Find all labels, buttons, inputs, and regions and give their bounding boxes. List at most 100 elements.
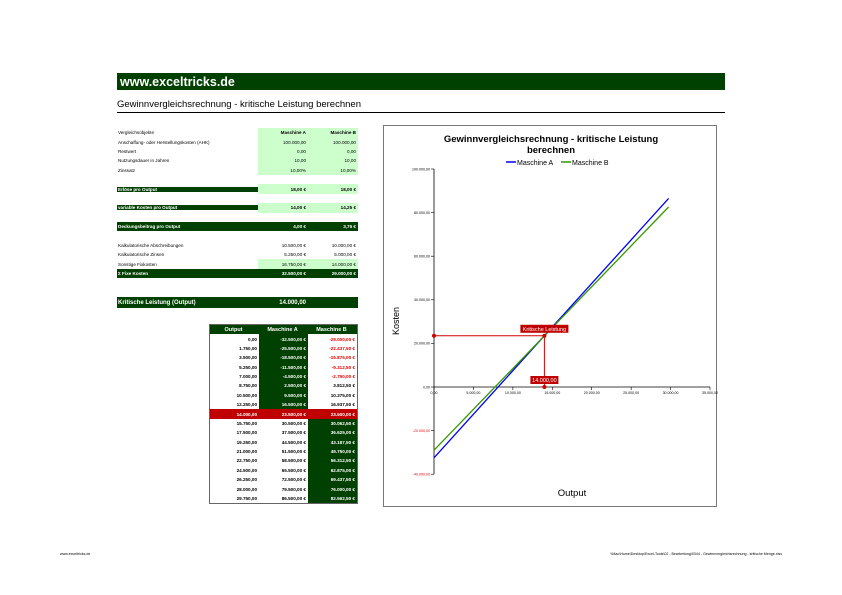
y-tick-label: 0,00 [423, 385, 430, 389]
table-cell: 3.812,50 € [333, 383, 355, 389]
page-title: Gewinnvergleichsrechnung - kritische Lei… [117, 99, 725, 113]
legend-label: Maschine A [517, 160, 554, 167]
cell: Restwert [118, 148, 137, 154]
cell: Maschine B [308, 128, 358, 138]
cell[interactable]: 100.000,00 [258, 137, 308, 147]
cell[interactable]: 16.750,00 € [258, 259, 308, 269]
y-tick-label: 60.000,00 [414, 255, 430, 259]
table-row: 26.250,00 72.500,00 €69.437,50 € [210, 475, 357, 485]
table-cell: -9.312,50 € [331, 364, 355, 370]
cell: Anschaffung- oder Herstellungskosten (AH… [118, 139, 210, 145]
table-cell: 10.375,00 € [330, 392, 355, 398]
table-cell: 0,00 [248, 336, 257, 342]
y-tick-label: 20.000,00 [414, 342, 430, 346]
table-cell: 43.187,50 € [308, 437, 357, 447]
crit-marker [432, 333, 436, 338]
table-cell: 79.500,00 € [281, 486, 306, 492]
x-tick-label: 5.000,00 [466, 391, 480, 395]
cell[interactable]: 0,00 [308, 146, 358, 157]
col-header: Maschine B [308, 325, 357, 335]
x-tick-label: 30.000,00 [663, 391, 679, 395]
table-row: 17.500,00 37.500,00 €36.625,00 € [210, 428, 357, 438]
table-row: 5.250,00 -11.500,00 € -9.312,50 € [210, 362, 357, 372]
table-row: 24.500,00 65.500,00 €62.875,00 € [210, 465, 357, 475]
y-tick-label: 80.000,00 [414, 211, 430, 215]
cell[interactable]: 100.000,00 [308, 137, 358, 147]
table-row: 29.750,00 86.500,00 €82.562,50 € [210, 493, 357, 504]
x-tick-label: 10.000,00 [505, 391, 521, 395]
table-cell: 37.500,00 € [281, 430, 306, 436]
kritische-leistung-value: 14.000,00 [279, 299, 306, 306]
y-tick-label: 100.000,00 [412, 167, 430, 171]
cell: Σ Fixe Kosten [118, 271, 149, 277]
table-cell: 69.437,50 € [308, 475, 357, 485]
table-cell: 28.000,00 [236, 486, 257, 492]
cell: Zinssatz [118, 167, 136, 173]
cell[interactable]: 10,00 [308, 156, 358, 166]
table-cell: 72.500,00 € [281, 477, 306, 483]
table-row: 22.750,00 58.500,00 €56.312,50 € [210, 456, 357, 466]
cell: 32.500,00 € [281, 271, 306, 277]
cell: 4,00 € [293, 224, 306, 230]
cell: 10.500,00 € [281, 242, 306, 248]
cell: Kalkulatorische Zinsen [118, 252, 165, 258]
cell[interactable]: 14,00 € [258, 203, 308, 213]
cell: Maschine A [258, 128, 308, 138]
table-row: 3.500,00 -18.500,00 € -15.875,00 € [210, 353, 357, 363]
table-cell: -32.500,00 € [259, 334, 308, 344]
y-tick-label: -20.000,00 [413, 429, 430, 433]
footer-right: \\Mac\Home\Desktop\Excel-Tools\02 - Bear… [610, 552, 782, 556]
table-row: 1.750,00 -25.500,00 € -22.437,50 € [210, 343, 357, 354]
input-table: Vergleichsobjekte Maschine A Maschine B An… [117, 128, 358, 309]
table-row: 28.000,00 79.500,00 €76.000,00 € [210, 484, 357, 494]
table-cell: 19.250,00 [236, 439, 257, 445]
cell[interactable]: 10,00% [258, 165, 308, 175]
col-header: Output [210, 325, 259, 335]
table-cell: 5.250,00 [239, 364, 257, 370]
table-cell: 7.000,00 [239, 374, 257, 380]
table-cell: 82.562,50 € [308, 493, 357, 504]
table-cell: -29.000,00 € [329, 336, 355, 342]
table-cell: 23.500,00 € [308, 409, 357, 419]
cell[interactable]: 0,00 [258, 146, 308, 157]
table-row: 8.750,00 2.500,00 € 3.812,50 € [210, 381, 357, 391]
cell: 5.000,00 € [334, 252, 356, 258]
cell: Kritische Leistung (Output) [118, 299, 196, 306]
table-cell: 2.500,00 € [259, 381, 308, 391]
cell: 5.250,00 € [284, 252, 306, 258]
table-cell: 3.500,00 [239, 355, 257, 361]
cell[interactable]: 18,00 € [258, 184, 308, 194]
table-cell: 1.750,00 [239, 345, 257, 351]
table-cell: 56.312,50 € [308, 456, 357, 466]
table-cell: 17.500,00 [236, 430, 257, 436]
table-cell: 16.500,00 € [259, 400, 308, 410]
crit-x-label: 14.000,00 [532, 378, 556, 384]
cell[interactable]: 10,00 [258, 156, 308, 166]
table-row: 21.000,00 51.500,00 €49.750,00 € [210, 446, 357, 457]
table-cell: 58.500,00 € [281, 458, 306, 464]
cell[interactable]: 14.000,00 € [308, 259, 358, 269]
cell: 3,75 € [343, 224, 356, 230]
table-cell: 30.062,50 € [308, 418, 357, 429]
cell: Vergleichsobjekte [118, 130, 155, 136]
table-cell: 10.500,00 [236, 392, 257, 398]
cell[interactable]: 10,00% [308, 165, 358, 175]
table-cell: 16.937,50 € [330, 402, 355, 408]
result-table: Output Maschine A Maschine B 0,00 -32.500,0… [209, 324, 358, 505]
table-cell: 86.500,00 € [281, 495, 306, 501]
table-cell: -18.500,00 € [259, 353, 308, 363]
table-row: 14.000,00 23.500,00 €23.500,00 € [210, 409, 357, 419]
cell[interactable]: 18,00 € [308, 184, 358, 194]
cell: Deckungsbeitrag pro Output [118, 224, 181, 230]
chart-title-line2: berechnen [527, 145, 575, 156]
legend-label: Maschine B [572, 160, 609, 167]
table-cell: 26.250,00 [236, 477, 257, 483]
table-cell: -25.500,00 € [259, 343, 308, 354]
table-cell: 76.000,00 € [308, 484, 357, 494]
table-cell: 15.750,00 [236, 420, 257, 426]
x-tick-label: 20.000,00 [584, 391, 600, 395]
y-tick-label: -40.000,00 [413, 473, 430, 477]
table-cell: 62.875,00 € [308, 465, 357, 475]
table-cell: 24.500,00 [236, 467, 257, 473]
cell[interactable]: 14,25 € [308, 203, 358, 213]
